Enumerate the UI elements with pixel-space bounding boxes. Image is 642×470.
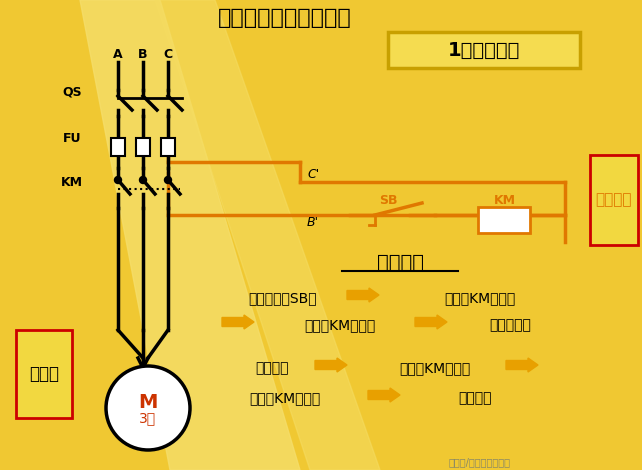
Bar <box>590 155 638 245</box>
Bar <box>111 138 125 156</box>
Text: 动作过程: 动作过程 <box>376 252 424 272</box>
Text: 主电路: 主电路 <box>29 365 59 383</box>
Text: 电机停转: 电机停转 <box>458 391 492 405</box>
Text: B': B' <box>307 216 319 228</box>
FancyArrow shape <box>368 388 400 402</box>
Text: SB: SB <box>379 194 397 206</box>
Text: A: A <box>113 48 123 62</box>
Text: 触头（KM）闭合: 触头（KM）闭合 <box>304 318 376 332</box>
Bar <box>16 330 72 418</box>
Text: KM: KM <box>61 175 83 188</box>
Polygon shape <box>155 0 380 470</box>
Bar <box>161 138 175 156</box>
Text: C: C <box>164 48 173 62</box>
Text: 按鈕松开: 按鈕松开 <box>256 361 289 375</box>
Bar <box>136 138 150 156</box>
Circle shape <box>114 177 121 183</box>
Text: C': C' <box>307 169 319 181</box>
Text: M: M <box>138 393 158 413</box>
Text: B: B <box>138 48 148 62</box>
Text: KM: KM <box>494 194 516 206</box>
FancyArrow shape <box>347 288 379 302</box>
Text: 3～: 3～ <box>139 411 157 425</box>
Text: 1、点动控制: 1、点动控制 <box>448 40 520 60</box>
Text: 按下按鈕（SB）: 按下按鈕（SB） <box>248 291 317 305</box>
Bar <box>388 32 580 68</box>
Text: 头条号/电气自动化应用: 头条号/电气自动化应用 <box>449 457 511 467</box>
Circle shape <box>139 177 146 183</box>
FancyArrow shape <box>415 315 447 329</box>
Text: FU: FU <box>63 132 82 144</box>
FancyArrow shape <box>222 315 254 329</box>
Text: 控制电路: 控制电路 <box>596 193 632 207</box>
Text: 线圈（KM）断电: 线圈（KM）断电 <box>399 361 471 375</box>
Text: 触头（KM）打开: 触头（KM）打开 <box>249 391 320 405</box>
FancyArrow shape <box>315 358 347 372</box>
FancyArrow shape <box>506 358 538 372</box>
Text: 一、异步机的直接起动: 一、异步机的直接起动 <box>218 8 352 28</box>
Circle shape <box>164 177 171 183</box>
Bar <box>478 207 530 233</box>
Text: 电机转动；: 电机转动； <box>489 318 531 332</box>
Polygon shape <box>80 0 300 470</box>
Circle shape <box>106 366 190 450</box>
Text: 线圈（KM）通电: 线圈（KM）通电 <box>444 291 516 305</box>
Text: QS: QS <box>62 86 82 99</box>
